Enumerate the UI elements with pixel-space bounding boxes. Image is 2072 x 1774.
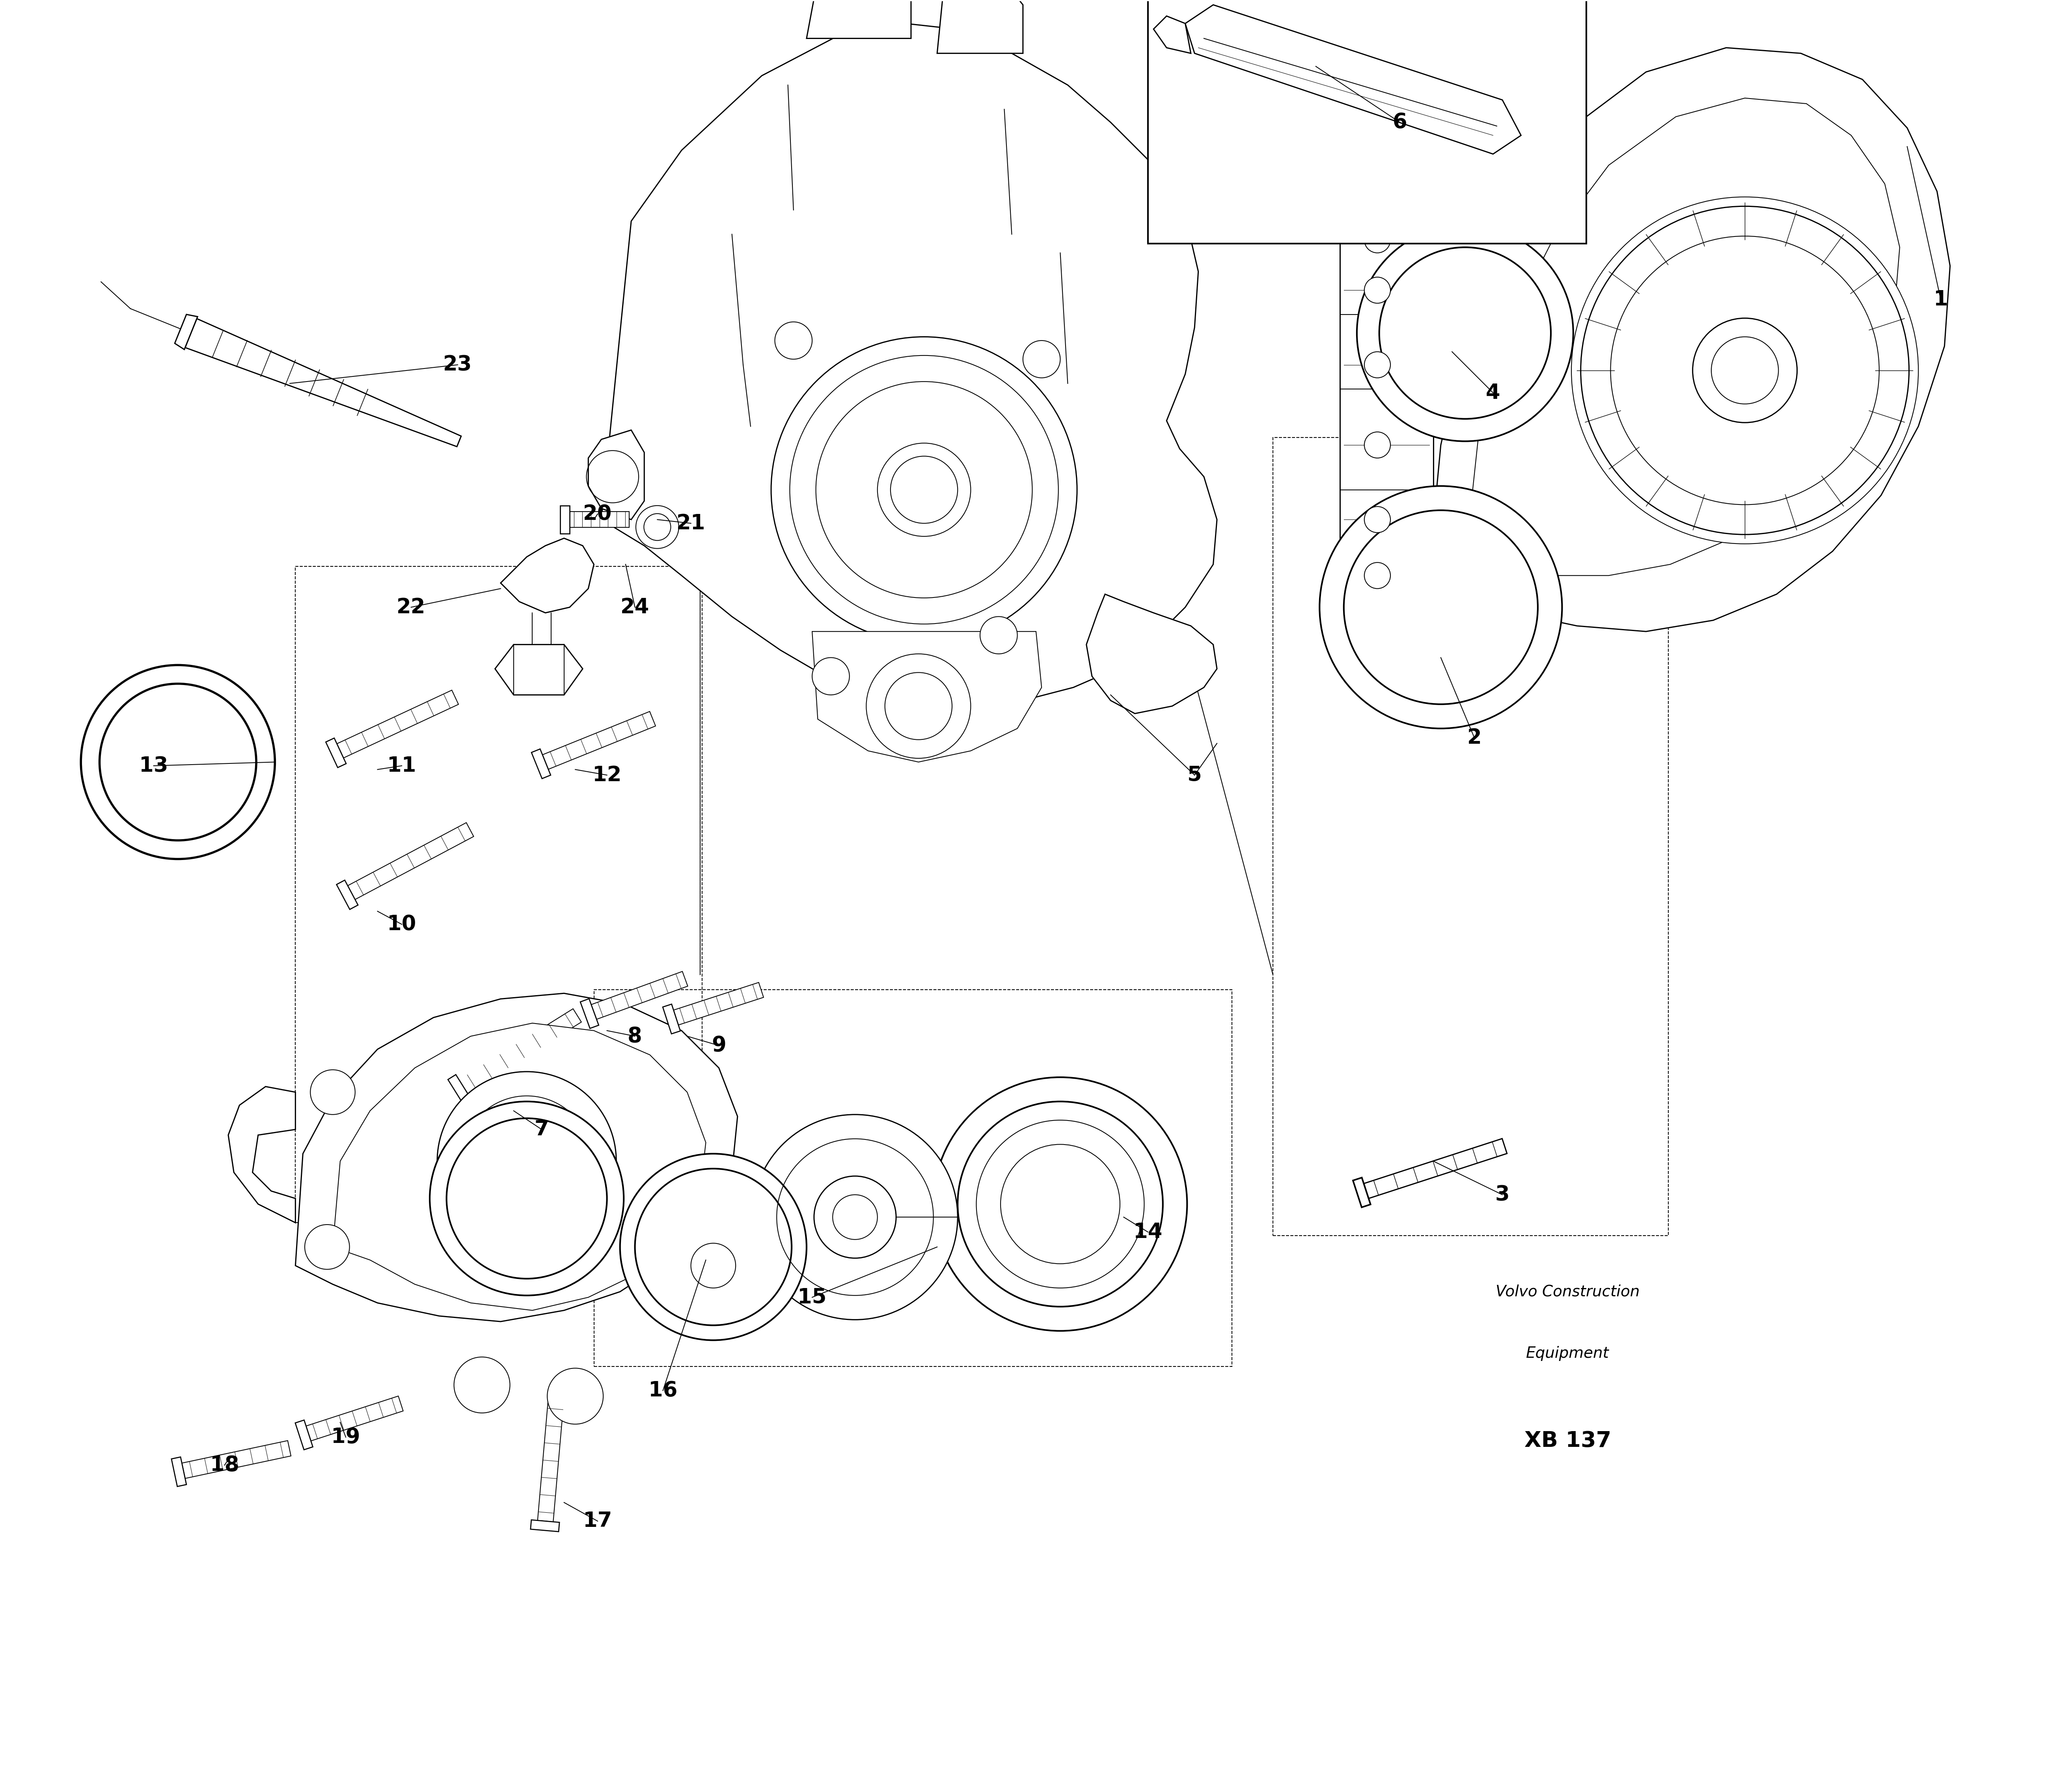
Circle shape	[876, 444, 970, 536]
Polygon shape	[348, 823, 474, 899]
Circle shape	[752, 1114, 957, 1320]
Polygon shape	[495, 644, 582, 695]
Polygon shape	[601, 23, 1216, 706]
Polygon shape	[184, 319, 462, 447]
Circle shape	[866, 655, 970, 757]
Text: 16: 16	[649, 1380, 678, 1401]
Circle shape	[812, 658, 850, 695]
Circle shape	[1363, 507, 1390, 532]
Polygon shape	[1154, 16, 1191, 53]
Polygon shape	[812, 632, 1042, 763]
Polygon shape	[334, 1024, 707, 1311]
Polygon shape	[307, 1396, 404, 1440]
Text: 6: 6	[1392, 112, 1407, 133]
Text: Volvo Construction: Volvo Construction	[1496, 1284, 1639, 1299]
Text: 4: 4	[1486, 383, 1500, 403]
Polygon shape	[1086, 594, 1216, 713]
Text: 9: 9	[711, 1036, 725, 1056]
Polygon shape	[1341, 216, 1434, 607]
Polygon shape	[1353, 1178, 1370, 1208]
Circle shape	[1320, 486, 1562, 729]
Polygon shape	[336, 880, 358, 910]
Circle shape	[547, 1368, 603, 1425]
Polygon shape	[580, 999, 599, 1029]
Polygon shape	[591, 972, 688, 1020]
Polygon shape	[1428, 48, 1950, 632]
Text: 20: 20	[582, 504, 611, 525]
Polygon shape	[174, 314, 197, 349]
Text: 13: 13	[139, 756, 168, 775]
Text: 1: 1	[1933, 289, 1948, 310]
Text: 14: 14	[1133, 1222, 1162, 1242]
Circle shape	[437, 1071, 615, 1251]
Text: 2: 2	[1467, 727, 1481, 749]
Circle shape	[1693, 318, 1796, 422]
Polygon shape	[172, 1456, 186, 1487]
Polygon shape	[501, 538, 595, 612]
Polygon shape	[1185, 5, 1521, 154]
Circle shape	[1363, 562, 1390, 589]
Polygon shape	[182, 1440, 290, 1478]
Circle shape	[690, 1244, 736, 1288]
Polygon shape	[228, 1086, 296, 1222]
Circle shape	[311, 1070, 354, 1114]
Circle shape	[499, 1134, 555, 1189]
Circle shape	[620, 1153, 806, 1339]
Text: 7: 7	[535, 1119, 549, 1139]
Polygon shape	[448, 1075, 470, 1103]
Text: 12: 12	[593, 765, 622, 786]
Circle shape	[814, 1176, 895, 1258]
Circle shape	[1363, 431, 1390, 458]
Text: 15: 15	[798, 1288, 827, 1307]
Polygon shape	[530, 1520, 559, 1531]
Text: 10: 10	[387, 914, 416, 935]
Polygon shape	[460, 1009, 582, 1093]
Polygon shape	[338, 690, 458, 757]
Circle shape	[1363, 277, 1390, 303]
Text: 24: 24	[620, 598, 649, 617]
Circle shape	[429, 1102, 624, 1295]
FancyBboxPatch shape	[1148, 0, 1587, 243]
Polygon shape	[296, 993, 738, 1322]
Circle shape	[81, 665, 276, 859]
Circle shape	[980, 617, 1017, 655]
Circle shape	[1571, 197, 1919, 545]
Text: 5: 5	[1187, 765, 1202, 786]
Text: 21: 21	[675, 513, 704, 534]
Polygon shape	[937, 0, 1024, 53]
Circle shape	[1363, 351, 1390, 378]
Text: 11: 11	[387, 756, 416, 775]
Polygon shape	[325, 738, 346, 768]
Circle shape	[1024, 341, 1061, 378]
Polygon shape	[559, 506, 570, 534]
Polygon shape	[806, 0, 912, 39]
Text: 23: 23	[443, 355, 472, 374]
Circle shape	[1357, 225, 1573, 442]
Text: 3: 3	[1496, 1185, 1510, 1205]
Polygon shape	[588, 429, 644, 520]
Text: 8: 8	[628, 1025, 642, 1047]
Text: Equipment: Equipment	[1527, 1346, 1610, 1361]
Circle shape	[1363, 227, 1390, 254]
Polygon shape	[530, 749, 551, 779]
Text: 18: 18	[209, 1455, 238, 1476]
Text: 22: 22	[396, 598, 425, 617]
Polygon shape	[1363, 1139, 1506, 1199]
Polygon shape	[543, 711, 655, 770]
Circle shape	[775, 321, 812, 358]
Text: 17: 17	[582, 1511, 611, 1531]
Circle shape	[636, 506, 680, 548]
Circle shape	[454, 1357, 510, 1412]
Polygon shape	[673, 983, 765, 1025]
Circle shape	[305, 1224, 350, 1270]
Circle shape	[932, 1077, 1187, 1330]
Polygon shape	[570, 511, 630, 527]
Polygon shape	[537, 1400, 564, 1522]
Text: XB 137: XB 137	[1525, 1430, 1612, 1451]
Polygon shape	[294, 1419, 313, 1449]
Circle shape	[771, 337, 1077, 642]
Polygon shape	[663, 1004, 680, 1034]
Text: 19: 19	[332, 1426, 361, 1448]
Polygon shape	[1465, 98, 1900, 575]
